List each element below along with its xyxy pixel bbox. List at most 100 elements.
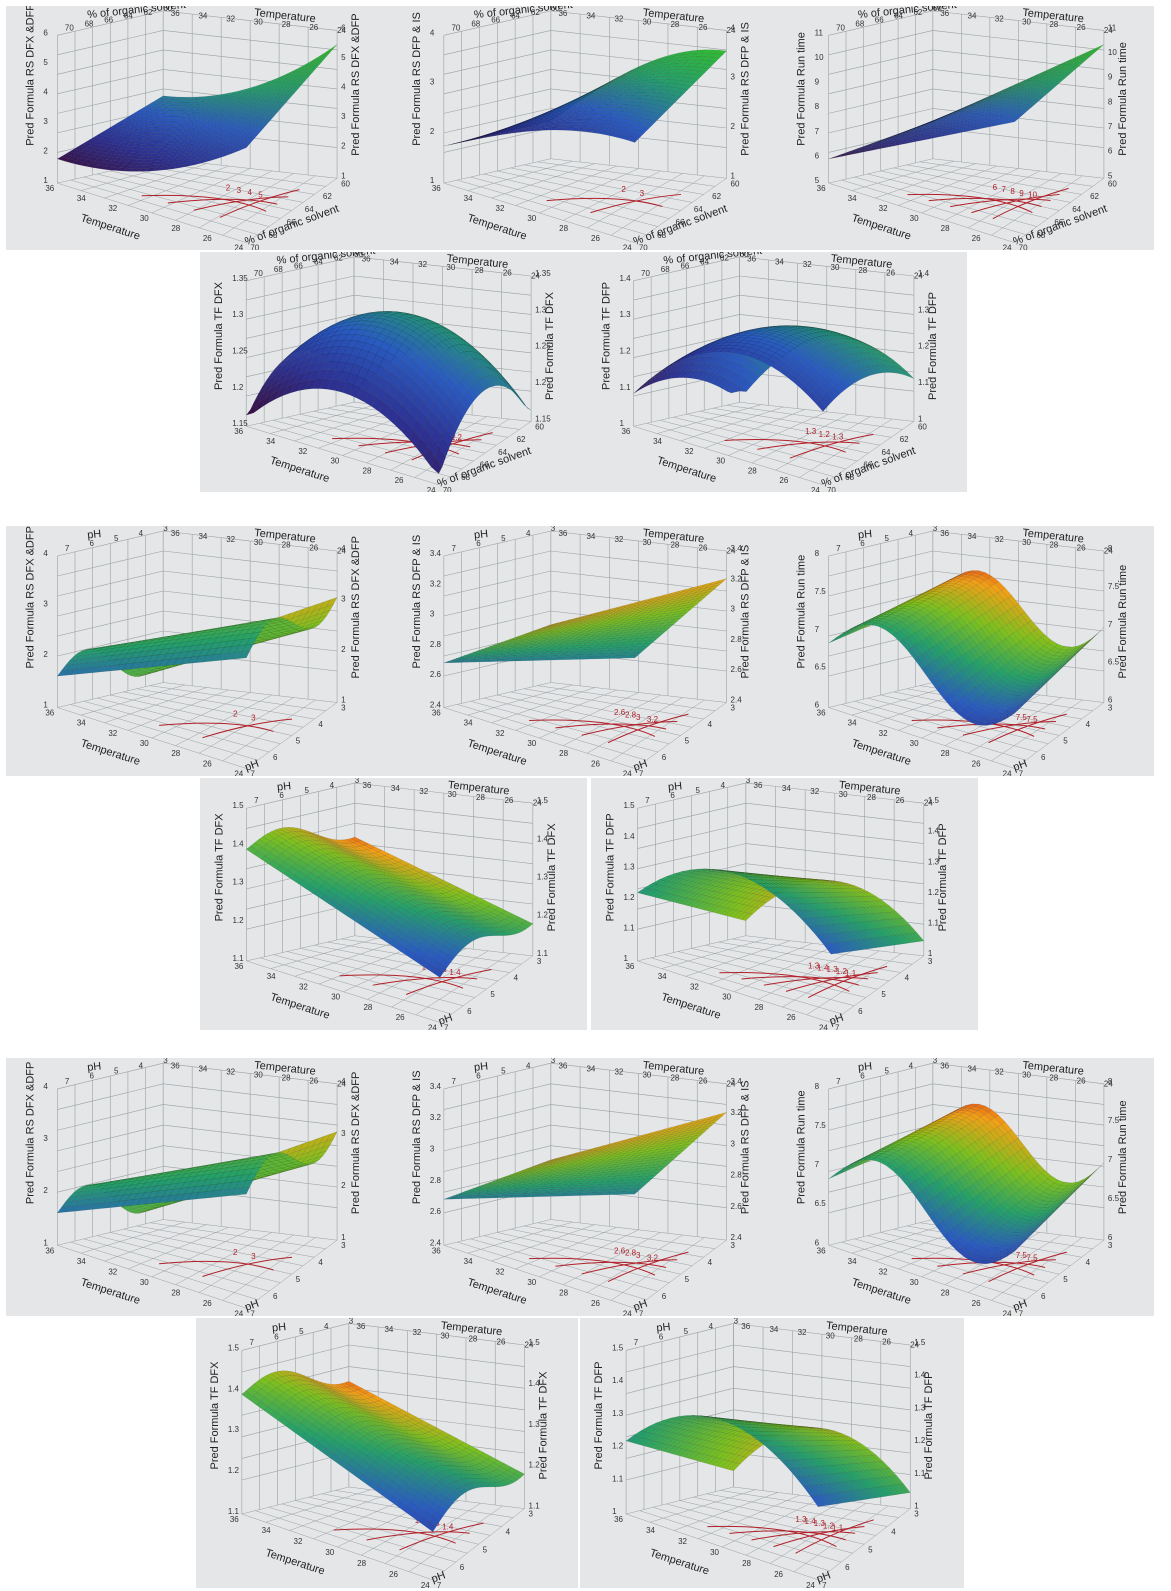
z-tick-label-right: 2.6 — [731, 1202, 743, 1211]
x-tick-label-top: 66 — [875, 16, 884, 25]
z-tick-label-left: 1.1 — [619, 383, 631, 392]
y-tick-label-top: 34 — [384, 1325, 393, 1334]
z-tick-label-left: 6 — [815, 701, 820, 710]
x-tick-label-top: 6 — [89, 1072, 94, 1081]
z-tick-label-left: 1.3 — [232, 878, 244, 887]
y-tick-label: 36 — [432, 709, 441, 718]
z-tick-label-left: 7.5 — [815, 1121, 827, 1130]
y-tick-label: 32 — [879, 729, 888, 738]
z-tick-label-right: 3 — [731, 605, 736, 614]
y-tick-label: 34 — [653, 437, 662, 446]
y-tick-label: 26 — [591, 1299, 600, 1308]
z-tick-label-left: 7 — [815, 1160, 820, 1169]
x-tick-label-top: 64 — [511, 12, 520, 21]
z-tick-label-left: 2.4 — [430, 701, 442, 710]
z-axis-label-right: Pred Formula TF DFX — [538, 1371, 550, 1480]
y-tick-label-top: 28 — [476, 793, 485, 802]
contour-label: 2 — [233, 1248, 238, 1257]
x-tick-label-top: 3 — [163, 526, 168, 533]
response-surface — [633, 325, 915, 412]
contour-lines: 1.31.41.31.21.1 — [707, 1515, 874, 1554]
x-tick-label-top: 66 — [491, 16, 500, 25]
y-axis-label-bottom: Temperature — [466, 212, 528, 242]
contour-label: 1.2 — [819, 430, 831, 439]
z-tick-label-left: 1.15 — [232, 419, 248, 428]
z-axis-label-left: Pred Formula Run time — [796, 555, 808, 669]
y-tick-label-top: 24 — [525, 1341, 534, 1350]
x-tick-label-top: 5 — [501, 1066, 506, 1075]
floor-grid — [637, 935, 924, 1023]
z-tick-label-left: 4 — [430, 28, 435, 37]
z-tick-label-left: 1.5 — [232, 801, 244, 810]
y-tick-label: 34 — [464, 194, 473, 203]
x-tick-label-top: 60 — [551, 6, 560, 13]
x-tick-label-top: 60 — [740, 252, 749, 259]
contour-label: 2.6 — [614, 708, 626, 717]
x-tick-label-top: 3 — [551, 526, 556, 533]
y-tick-label: 30 — [140, 214, 149, 223]
y-tick-label: 32 — [879, 204, 888, 213]
z-tick-label-left: 1.5 — [228, 1343, 240, 1352]
x-tick-label: 70 — [250, 244, 259, 250]
x-tick-label: 4 — [708, 1258, 713, 1267]
contour-label: 3.2 — [647, 715, 659, 724]
y-tick-label: 36 — [817, 184, 826, 193]
x-tick-label-top: 60 — [163, 6, 172, 13]
z-tick-label-right: 8 — [1108, 1077, 1113, 1086]
x-tick-label: 4 — [1086, 720, 1091, 729]
x-tick-label-top: 7 — [451, 544, 456, 553]
y-tick-label-top: 26 — [309, 544, 318, 553]
z-tick-label-left: 1 — [43, 1238, 48, 1247]
x-axis-label-bottom: pH — [243, 758, 260, 774]
x-tick-label-top: 3 — [551, 1058, 556, 1065]
x-tick-label-top: 66 — [680, 261, 689, 270]
surface-plot-g1p5: 1.3 1.2 1.3111.11.11.21.21.31.31.41.470706… — [600, 252, 938, 492]
x-axis-label-bottom: pH — [430, 1569, 447, 1585]
z-tick-label-right: 2.8 — [731, 635, 743, 644]
response-surface — [637, 868, 925, 955]
x-ticks: 7 7 6 6 5 5 4 4 3 3 — [65, 1058, 346, 1316]
z-tick-label-left: 1.2 — [232, 916, 244, 925]
z-tick-label-right: 6 — [1108, 1233, 1113, 1242]
y-tick-label-top: 28 — [1049, 1073, 1058, 1082]
y-tick-label: 30 — [140, 1278, 149, 1287]
x-axis-label-bottom: % of organic solvent — [243, 203, 340, 248]
y-tick-label: 28 — [559, 749, 568, 758]
y-axis-label-bottom: Temperature — [79, 737, 141, 767]
z-tick-label-right: 1 — [918, 414, 923, 423]
y-tick-label: 30 — [527, 739, 536, 748]
x-tick-label-top: 6 — [279, 791, 284, 800]
y-tick-label: 28 — [748, 466, 757, 475]
y-tick-label-top: 26 — [1077, 544, 1086, 553]
z-tick-label-left: 2 — [43, 147, 48, 156]
z-axis-label-left: Pred Formula TF DFX — [213, 281, 225, 390]
y-tick-label-top: 26 — [699, 23, 708, 32]
x-tick-label: 5 — [868, 1545, 873, 1554]
x-tick-label: 60 — [918, 422, 927, 431]
z-ticks: 1 1 2 2 3 3 4 4 5 5 6 6 — [43, 23, 346, 185]
x-axis-label-bottom: pH — [243, 1298, 260, 1314]
z-tick-label-right: 4 — [341, 83, 346, 92]
z-tick-label-right: 8 — [1108, 97, 1113, 106]
x-tick-label: 3 — [914, 1510, 919, 1519]
y-tick-label-top: 24 — [531, 271, 540, 280]
z-tick-label-left: 4 — [43, 549, 48, 558]
y-axis-label-bottom: Temperature — [655, 455, 717, 485]
x-tick-label: 4 — [891, 1527, 896, 1536]
y-tick-label: 30 — [716, 457, 725, 466]
surface-plot-g2p2: 2.6 2.8 3 3.22.42.42.62.62.82.8333.23.23.43… — [411, 526, 752, 776]
contour-lines: 6 7 8 9 10 — [907, 183, 1069, 220]
z-ticks: 1 1 1.1 1.1 1.2 1.2 1.3 1.3 1.4 1.4 1.5 1.5 — [623, 796, 939, 963]
y-tick-label-top: 34 — [968, 1064, 977, 1073]
contour-lines: 2.6 2.8 3 3.2 — [529, 708, 689, 744]
y-tick-label-top: 24 — [337, 1079, 346, 1088]
z-tick-label-left: 2.8 — [430, 1176, 442, 1185]
z-tick-label-left: 6.5 — [815, 663, 827, 672]
z-tick-label-right: 6 — [341, 23, 346, 32]
z-tick-label-right: 3.2 — [731, 1108, 743, 1117]
y-tick-label: 28 — [941, 1288, 950, 1297]
x-tick-label-top: 64 — [314, 257, 323, 266]
